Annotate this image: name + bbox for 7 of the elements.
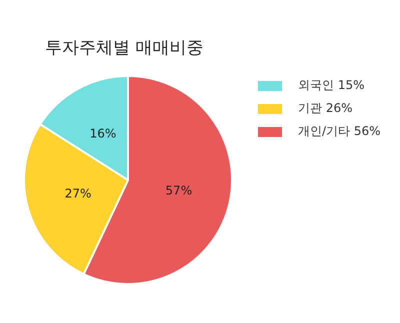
legend-label: 외국인 15% [298,77,364,94]
chart-title: 투자주체별 매매비중 [45,37,204,59]
data-label: 16% [90,126,116,141]
data-label: 27% [64,186,92,201]
data-label: 57% [165,183,192,198]
legend-label: 개인/기타 56% [298,123,381,140]
legend-label: 기관 26% [298,100,352,117]
